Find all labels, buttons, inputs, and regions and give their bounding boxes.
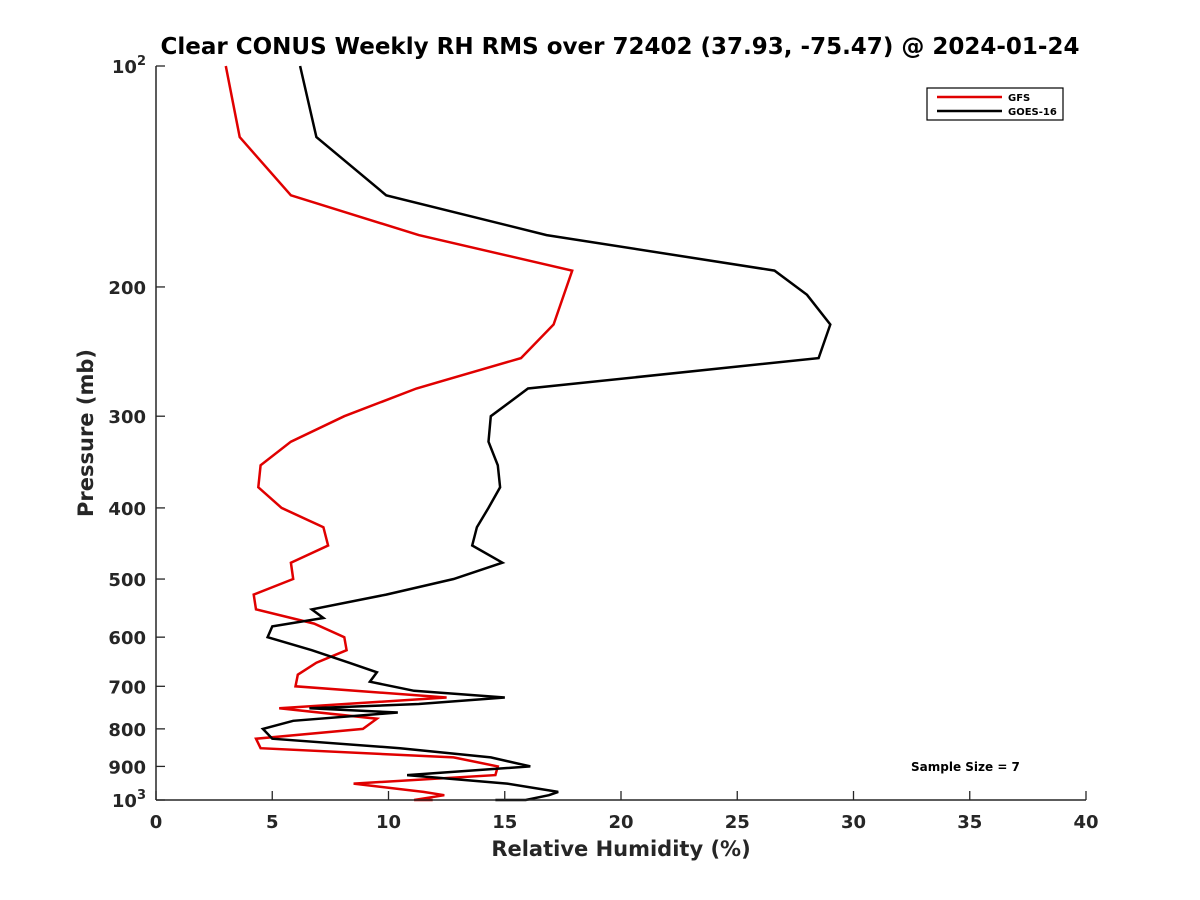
x-tick-label: 25	[725, 812, 750, 833]
legend-label-goes16: GOES-16	[1008, 107, 1057, 118]
y-tick-label: 900	[108, 757, 146, 778]
chart-title: Clear CONUS Weekly RH RMS over 72402 (37…	[161, 34, 1080, 60]
sample-size-annotation: Sample Size = 7	[911, 760, 1020, 774]
x-tick-label: 15	[492, 812, 517, 833]
x-axis-label: Relative Humidity (%)	[491, 837, 750, 861]
y-tick-label: 400	[108, 499, 146, 520]
y-tick-label: 300	[108, 407, 146, 428]
plot-background	[156, 66, 1086, 800]
x-tick-label: 30	[841, 812, 866, 833]
legend: GFS GOES-16	[926, 87, 1064, 121]
y-tick-label: 200	[108, 278, 146, 299]
x-tick-label: 35	[957, 812, 982, 833]
x-ticks: 0 5 10 15 20 25 30 35 40	[150, 791, 1099, 833]
y-tick-label: 600	[108, 628, 146, 649]
legend-box	[926, 87, 1064, 121]
series-line-gfs	[224, 65, 574, 802]
series-line-goes16	[260, 65, 832, 802]
y-tick-label: 800	[108, 720, 146, 741]
y-ticks: 102 200 300 400 500 600 700 800 900 103	[108, 54, 165, 812]
legend-label-gfs: GFS	[1008, 93, 1030, 104]
y-tick-label: 500	[108, 570, 146, 591]
y-tick-label: 700	[108, 677, 146, 698]
x-tick-label: 40	[1073, 812, 1098, 833]
x-tick-label: 20	[608, 812, 633, 833]
y-tick-label: 102	[112, 54, 146, 78]
plot-area	[156, 66, 1086, 800]
y-axis-label: Pressure (mb)	[74, 349, 98, 517]
x-tick-label: 0	[150, 812, 163, 833]
x-tick-label: 5	[266, 812, 279, 833]
y-tick-label: 103	[112, 788, 146, 812]
series-layer	[224, 65, 832, 802]
x-tick-label: 10	[376, 812, 401, 833]
